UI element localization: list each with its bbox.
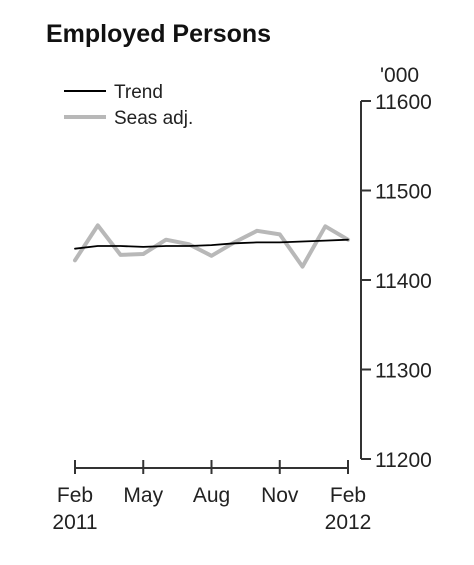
chart-title: Employed Persons <box>46 20 271 48</box>
legend-label-seas-adj: Seas adj. <box>114 108 193 129</box>
series-layer <box>73 223 350 269</box>
x-tick-label: May <box>123 484 163 507</box>
x-tick-label: Aug <box>193 484 230 507</box>
axes <box>75 101 362 469</box>
x-axis-ticks: Feb 2011 May Aug Nov Feb 2012 <box>52 460 371 534</box>
x-tick-year-label: 2011 <box>52 511 97 534</box>
y-axis-ticks: 11200 11300 11400 11500 11600 <box>361 91 432 472</box>
y-tick-label: 11600 <box>375 91 432 114</box>
x-tick-label: Feb <box>57 484 93 507</box>
y-tick-label: 11500 <box>375 181 432 204</box>
series-line-trend <box>74 238 349 250</box>
x-tick-label: Nov <box>261 484 299 507</box>
y-tick-label: 11300 <box>375 360 432 383</box>
legend-label-trend: Trend <box>114 82 163 103</box>
y-axis-unit: '000 <box>380 64 419 87</box>
x-tick-label: Feb <box>330 484 366 507</box>
x-tick-year-label: 2012 <box>325 511 372 534</box>
y-tick-label: 11200 <box>375 449 432 472</box>
series-line-seas-adj <box>73 223 350 269</box>
y-tick-label: 11400 <box>375 270 432 293</box>
legend: Trend Seas adj. <box>64 82 193 129</box>
